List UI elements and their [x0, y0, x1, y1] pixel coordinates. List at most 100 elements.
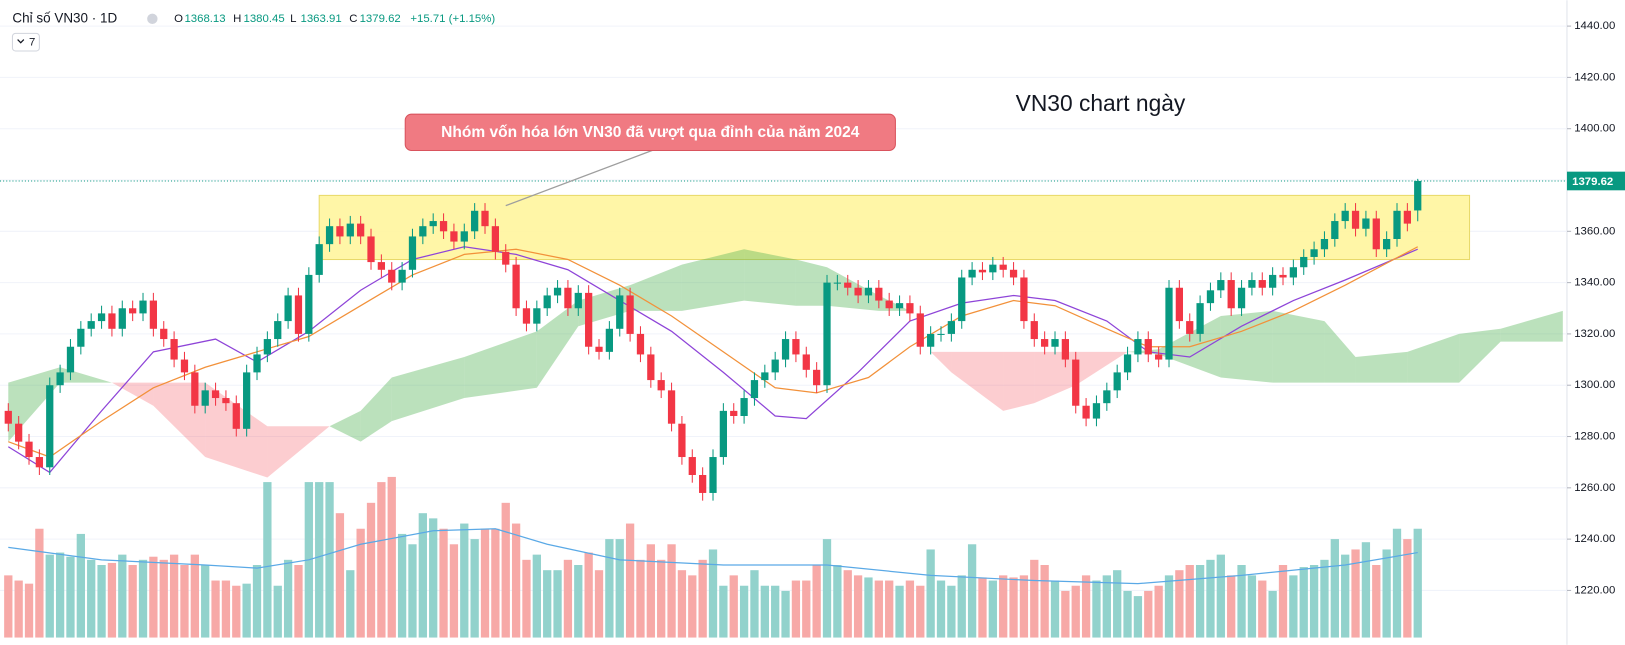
candle-body: [1279, 274, 1287, 278]
candle: [87, 313, 95, 337]
y-axis: 1220.00 1240.00 1260.00 1280.00 1300.00 1320.…: [0, 20, 1625, 596]
candle: [1289, 259, 1297, 286]
volume-bar: [750, 570, 759, 638]
volume-bar: [916, 585, 925, 638]
candle-body: [844, 282, 852, 288]
volume-bar: [688, 575, 697, 638]
candle-body: [232, 403, 240, 429]
y-tick-label: 1260.00: [1574, 482, 1615, 494]
volume-bar: [584, 552, 593, 638]
volume-bar: [1237, 565, 1246, 638]
volume-bar: [543, 570, 552, 638]
volume-bar: [739, 585, 749, 638]
candle-body: [906, 303, 914, 314]
candle: [502, 244, 510, 273]
candle: [781, 331, 790, 368]
volume-bar: [4, 575, 13, 638]
indicator-toggle[interactable]: [11, 32, 40, 52]
candle-body: [408, 236, 417, 270]
candle-body: [1248, 280, 1256, 288]
volume-bar: [1185, 565, 1194, 638]
volume-bar: [377, 482, 386, 638]
volume-bar: [636, 559, 645, 638]
candle: [688, 449, 696, 483]
volume-bar: [14, 580, 23, 638]
volume-bar: [864, 577, 873, 638]
candle: [25, 433, 33, 465]
volume-bar: [957, 575, 966, 638]
candle-body: [978, 269, 987, 273]
candle: [1061, 331, 1069, 368]
candle: [875, 280, 883, 309]
candle: [66, 339, 75, 381]
candle-body: [377, 262, 386, 270]
candle-body: [937, 333, 945, 335]
candle: [553, 280, 562, 304]
candle-body: [1072, 359, 1080, 406]
candle: [170, 331, 178, 368]
candle: [191, 364, 199, 414]
volume-bar: [252, 565, 262, 638]
candle: [854, 280, 862, 304]
cloud-segment: [930, 351, 952, 373]
candle: [222, 390, 230, 411]
volume-bar: [356, 528, 365, 638]
candle: [367, 228, 375, 270]
candle-body: [875, 287, 883, 301]
cloud-segment: [1272, 310, 1325, 383]
last-price-label: 1379.62: [1572, 176, 1613, 188]
candle-body: [1123, 354, 1132, 373]
volume-bar: [553, 570, 562, 638]
candle-body: [1269, 274, 1277, 288]
candle-body: [139, 300, 147, 314]
candle: [1310, 241, 1318, 265]
cloud-segment: [111, 382, 154, 406]
volume-bar: [315, 482, 324, 638]
candle: [388, 262, 396, 291]
candle-body: [1217, 280, 1225, 291]
candle-body: [605, 328, 614, 352]
volume-bar: [1403, 539, 1412, 638]
candle-body: [180, 359, 189, 373]
candle: [211, 382, 220, 406]
volume-bar: [1227, 575, 1236, 638]
candle-body: [481, 210, 489, 227]
volume-bar: [677, 570, 687, 638]
volume-bar: [1216, 554, 1225, 638]
candle: [564, 280, 572, 316]
candle: [118, 300, 126, 337]
candle: [605, 321, 614, 360]
volume-bar: [273, 585, 282, 638]
candle-body: [388, 269, 396, 283]
candle: [274, 313, 282, 347]
status-dot: [147, 13, 158, 25]
candle: [1072, 351, 1080, 414]
volume-bar: [45, 554, 54, 638]
candle-body: [118, 308, 126, 329]
volume-bar: [439, 528, 448, 638]
zone-layer: [318, 194, 1471, 261]
cloud-segment: [1459, 328, 1501, 383]
volume-ma-line: [8, 528, 1418, 585]
volume-bar: [263, 482, 272, 638]
candle: [1248, 272, 1256, 296]
candle: [129, 300, 137, 322]
candle: [771, 351, 779, 381]
volume-bar: [791, 580, 801, 638]
candle: [408, 228, 417, 278]
volume-bar: [1361, 542, 1371, 638]
candle: [439, 213, 448, 240]
candle-body: [439, 221, 448, 232]
candle: [1030, 313, 1038, 347]
candle: [823, 274, 831, 393]
volume-bar: [408, 544, 417, 638]
volume-bar: [232, 585, 241, 638]
candle: [699, 467, 707, 501]
candle: [1092, 395, 1101, 427]
candle-body: [667, 390, 676, 424]
candle: [315, 236, 323, 283]
annotation-text: Nhóm vốn hóa lớn VN30 đã vượt qua đỉnh c…: [441, 124, 860, 141]
volume-bar: [1299, 567, 1308, 638]
candle-body: [512, 264, 520, 309]
last-price-box: [1566, 171, 1625, 191]
